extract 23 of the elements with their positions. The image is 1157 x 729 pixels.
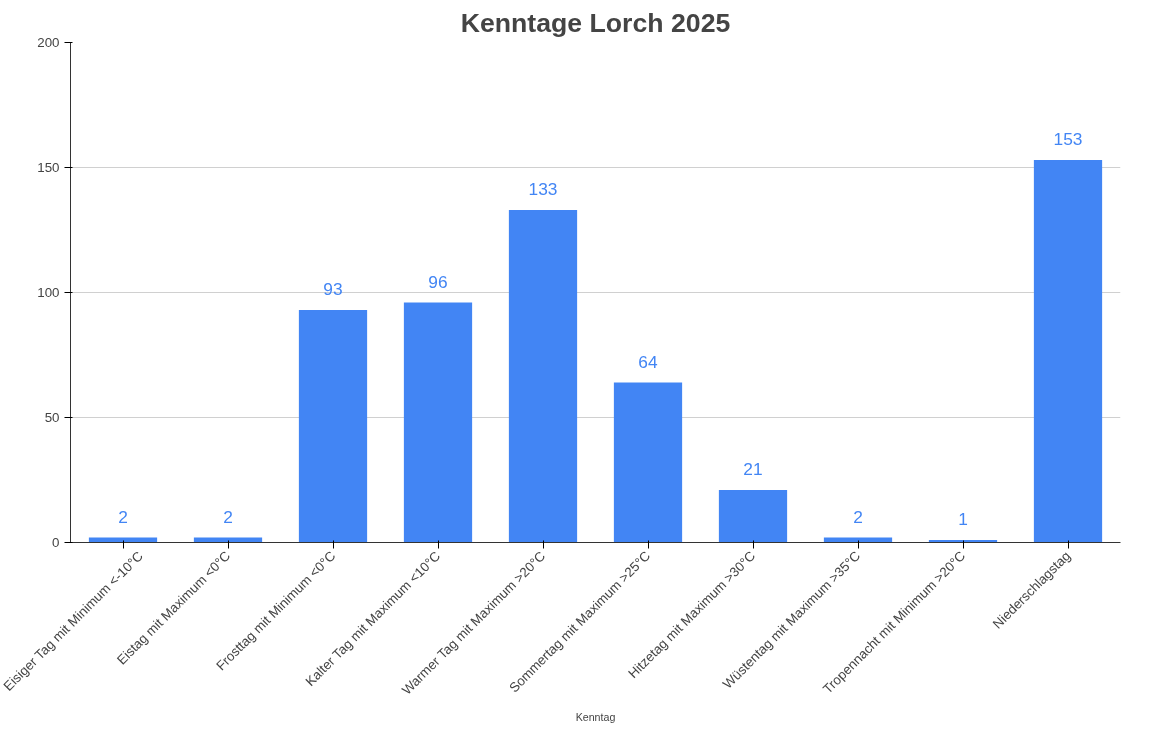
data-label: 2 <box>118 506 128 527</box>
y-tick-label: 100 <box>37 285 60 300</box>
y-tick-label: 200 <box>37 35 60 50</box>
bar <box>1033 160 1103 543</box>
data-label: 21 <box>743 459 763 479</box>
data-label: 1 <box>958 509 968 529</box>
bar <box>508 210 578 543</box>
data-label: 133 <box>528 179 558 199</box>
bar <box>298 310 368 543</box>
bar <box>613 382 683 543</box>
y-tick-label: 0 <box>52 535 60 550</box>
chart-title: Kenntage Lorch 2025 <box>460 7 731 38</box>
x-axis-title: Kenntag <box>575 710 616 723</box>
data-label: 64 <box>638 351 658 372</box>
bar <box>718 490 788 543</box>
data-label: 96 <box>428 271 448 292</box>
data-label: 93 <box>323 279 343 299</box>
data-label: 2 <box>223 506 233 527</box>
y-tick-label: 150 <box>37 160 60 175</box>
data-label: 2 <box>853 506 863 527</box>
data-label: 153 <box>1053 129 1083 149</box>
y-tick-label: 50 <box>44 410 60 425</box>
bar <box>403 302 473 543</box>
